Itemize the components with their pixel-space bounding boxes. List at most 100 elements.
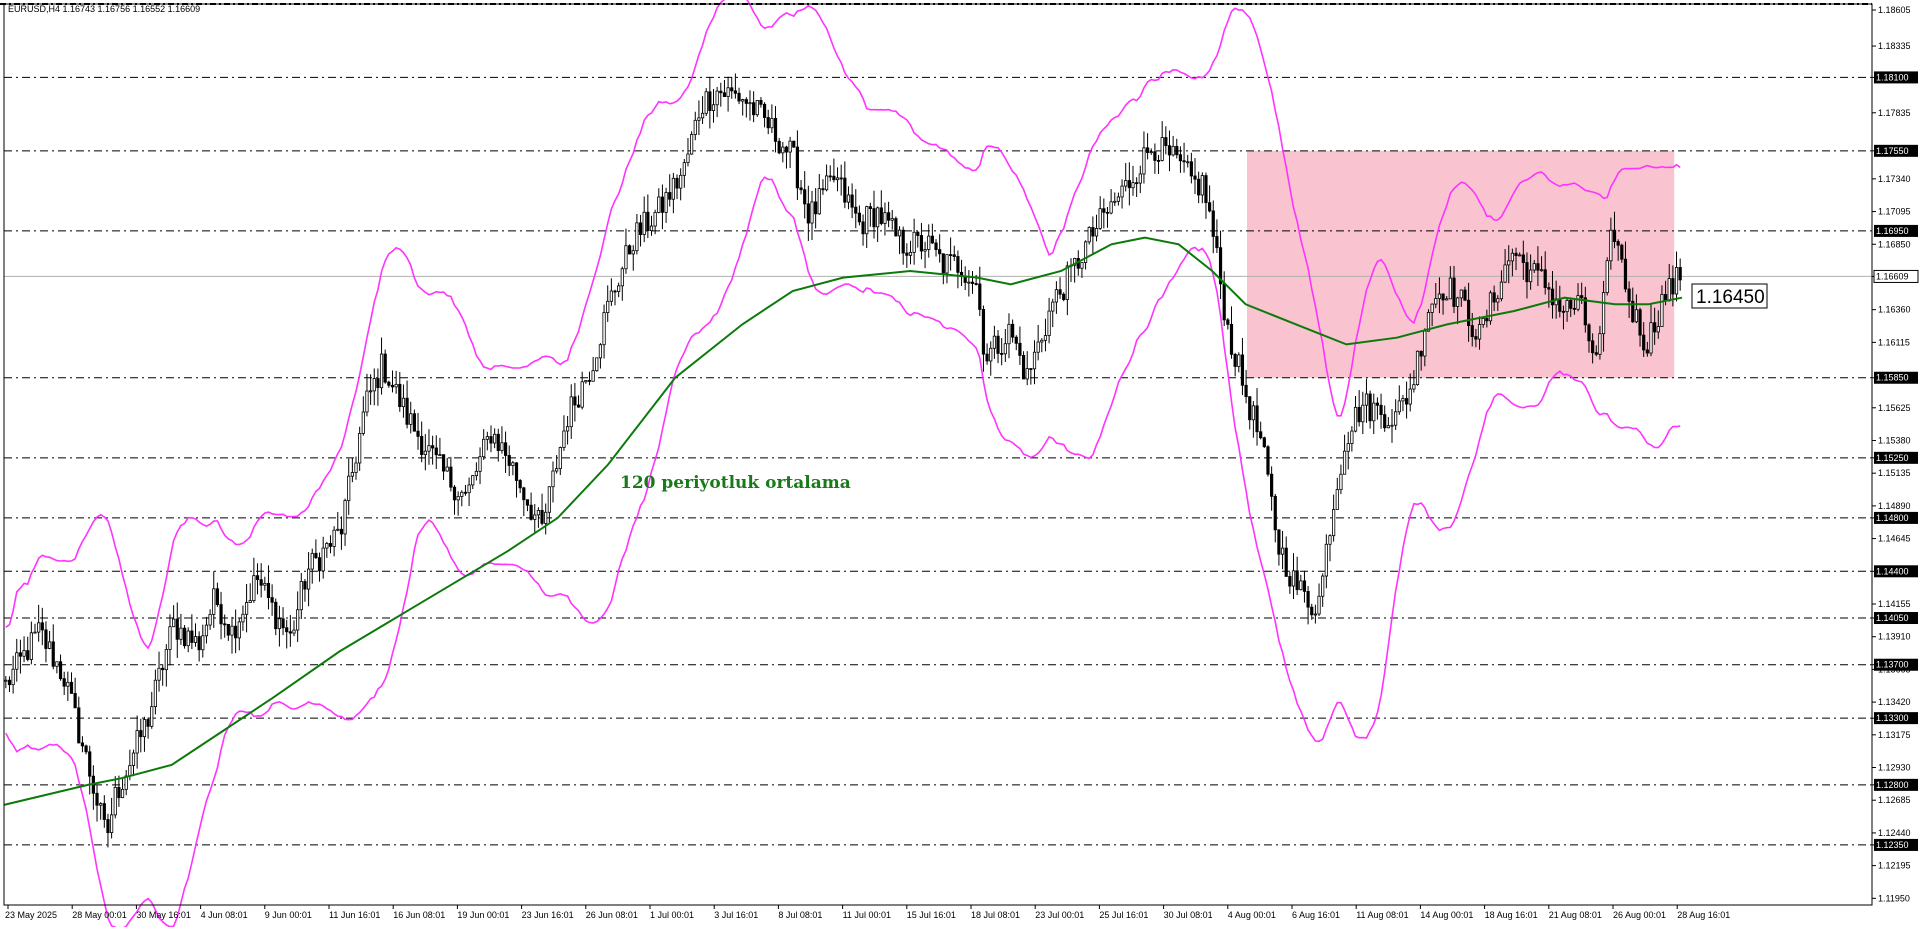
candle-body: [1262, 437, 1266, 448]
candle-body: [394, 383, 398, 388]
candle-body: [551, 470, 555, 488]
candle-body: [970, 281, 975, 284]
candle: [544, 503, 548, 535]
axis-layer: 1.18605 1.18335 1.18100 1.17835 1.17550 1.173…: [0, 3, 1919, 920]
y-tick-label: 1.15135: [1878, 468, 1911, 478]
candle: [62, 671, 66, 695]
candle-body: [1109, 201, 1113, 214]
candle-body: [1638, 309, 1642, 336]
candle-body: [1474, 336, 1478, 340]
candle-body: [1240, 354, 1245, 386]
candle: [886, 201, 891, 228]
candle-body: [1083, 241, 1088, 263]
candle: [580, 371, 584, 410]
candle-body: [336, 528, 340, 531]
candle: [668, 174, 672, 207]
candle: [1583, 286, 1587, 333]
candle-body: [598, 344, 603, 359]
candle: [204, 616, 209, 644]
candle: [1036, 324, 1040, 361]
candle: [1131, 165, 1135, 196]
candle-body: [168, 626, 172, 650]
candle-body: [649, 225, 654, 232]
candle-body: [646, 211, 650, 232]
candle: [752, 91, 756, 123]
candle: [1459, 289, 1463, 307]
candle: [168, 614, 172, 666]
x-tick-label: 28 Aug 16:01: [1677, 910, 1730, 920]
candle: [1288, 571, 1292, 594]
candle: [1492, 285, 1496, 312]
candle: [1284, 536, 1288, 577]
candle: [540, 493, 544, 526]
candle-body: [1102, 208, 1106, 213]
candle: [748, 90, 752, 121]
candle: [445, 457, 449, 472]
candle: [234, 609, 238, 654]
candle: [624, 228, 628, 274]
candle-body: [1547, 287, 1551, 290]
candle-body: [1135, 182, 1139, 185]
candle: [755, 99, 759, 117]
candle: [832, 158, 836, 183]
candle-body: [1404, 398, 1409, 405]
candle: [551, 461, 555, 503]
candle: [1145, 133, 1150, 160]
candle-body: [1627, 288, 1631, 302]
y-tick-label: 1.15380: [1878, 435, 1911, 445]
candle-body: [1164, 137, 1168, 147]
candle-body: [179, 627, 183, 640]
candle: [817, 173, 821, 215]
candle: [1062, 292, 1066, 302]
candle-body: [544, 511, 548, 524]
candle-body: [113, 786, 117, 816]
candle-body: [1142, 147, 1146, 175]
candle: [1251, 401, 1255, 438]
candle-body: [1229, 323, 1234, 355]
candle: [1083, 240, 1088, 270]
candle-body: [821, 188, 825, 191]
candle-body: [299, 581, 303, 611]
level-label: 1.14800: [1876, 513, 1909, 523]
candle: [1043, 318, 1048, 352]
candle-body: [923, 249, 927, 252]
candle-body: [175, 618, 179, 640]
ma-annotation: 120 periyotluk ortalama: [620, 473, 851, 493]
candle-body: [686, 153, 690, 164]
candle: [1353, 395, 1358, 433]
candle-body: [219, 604, 223, 625]
candle-body: [1335, 489, 1339, 510]
candle: [263, 576, 267, 591]
candle: [927, 224, 931, 258]
levels-layer: [4, 76, 1872, 846]
candle-body: [1430, 303, 1434, 313]
candle-body: [1186, 161, 1190, 164]
candle-body: [824, 175, 829, 191]
candle: [635, 213, 639, 255]
candle: [325, 541, 329, 558]
candle: [1529, 254, 1533, 290]
candle: [525, 499, 530, 512]
candle: [883, 202, 887, 236]
candle: [1467, 282, 1471, 342]
x-tick-label: 16 Jun 08:01: [393, 910, 445, 920]
candle-body: [1594, 352, 1598, 355]
level-label: 1.18100: [1876, 72, 1909, 82]
candle-body: [1313, 613, 1317, 616]
candle: [22, 636, 26, 663]
y-tick-label: 1.18335: [1878, 41, 1911, 51]
candle-body: [153, 679, 157, 708]
candle: [773, 106, 778, 153]
x-tick-label: 19 Jun 00:01: [457, 910, 509, 920]
candle: [741, 98, 745, 116]
candle: [292, 620, 296, 637]
candle-body: [1113, 200, 1117, 203]
candle-body: [573, 396, 577, 406]
candle: [244, 584, 249, 633]
candle: [37, 604, 41, 642]
candle-body: [697, 117, 701, 121]
candle-body: [18, 652, 23, 657]
candle: [573, 382, 577, 422]
candle-body: [1529, 269, 1533, 283]
candle: [379, 337, 384, 395]
